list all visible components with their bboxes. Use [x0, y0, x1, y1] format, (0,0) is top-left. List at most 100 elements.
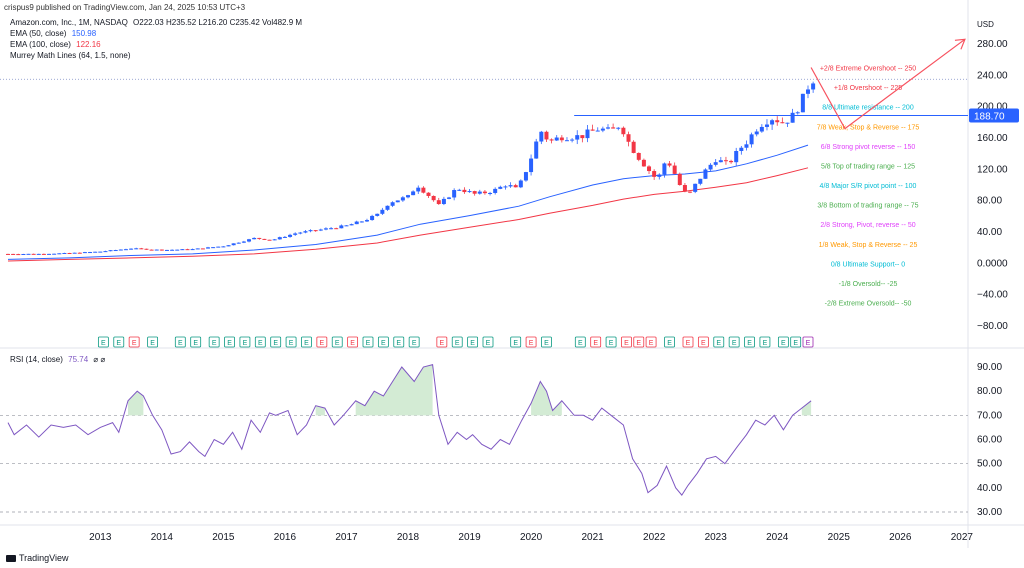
legend-rsi[interactable]: RSI (14, close) 75.74 ⌀ ⌀ [10, 355, 105, 364]
earnings-marker [331, 336, 343, 348]
earnings-marker [790, 336, 802, 348]
candle-body [790, 112, 795, 123]
price-tick-label: 240.00 [977, 70, 1008, 81]
candle-body [67, 252, 72, 254]
candle-body [800, 93, 805, 113]
earnings-marker-letter: E [320, 340, 325, 347]
candle-body [641, 159, 646, 167]
candle-body [713, 162, 718, 165]
earnings-marker [525, 336, 537, 348]
candle-body [672, 165, 677, 174]
candle-body [370, 215, 375, 221]
candle-body [154, 249, 159, 251]
earnings-marker [239, 336, 251, 348]
earnings-marker-letter: E [470, 340, 475, 347]
candle-body [385, 205, 390, 210]
candle-body [606, 127, 610, 129]
current-price-box [969, 108, 1019, 123]
murrey-line-label: 5/8 Top of trading range -- 125 [821, 163, 915, 170]
candle-body [467, 191, 472, 193]
legend-ema100[interactable]: EMA (100, close) 122.16 [10, 40, 101, 49]
candle-body [206, 247, 210, 249]
time-tick-label: 2019 [458, 532, 481, 543]
candle-body [93, 251, 98, 253]
earnings-marker [713, 336, 725, 348]
candle-body [559, 137, 564, 141]
earnings-marker-letter: E [396, 340, 401, 347]
murrey-line-label: +2/8 Extreme Overshoot -- 250 [820, 66, 916, 73]
candle-body [616, 127, 621, 129]
earnings-marker [467, 336, 479, 348]
earnings-marker [377, 336, 389, 348]
earnings-marker-letter: E [335, 340, 340, 347]
candle-body [482, 191, 487, 194]
candle-body [785, 122, 790, 124]
candle-body [693, 183, 698, 192]
time-tick-label: 2027 [951, 532, 974, 543]
candle-body [134, 248, 139, 250]
murrey-line-label: 0/8 Ultimate Support-- 0 [831, 261, 905, 268]
candle-body [703, 169, 708, 179]
candle-body [390, 202, 395, 206]
earnings-marker [574, 336, 586, 348]
rsi-line [7, 363, 812, 496]
earnings-marker [605, 336, 617, 348]
legend-ema50-label: EMA (50, close) [10, 29, 67, 38]
candle-body [534, 141, 539, 159]
candle-body [595, 130, 600, 132]
earnings-marker [190, 336, 202, 348]
rsi-tick-label: 50.00 [977, 459, 1002, 470]
earnings-marker-letter: E [273, 340, 278, 347]
candle-body [82, 252, 87, 254]
candle-body [431, 195, 436, 201]
legend-symbol-name: Amazon.com, Inc., 1M, NASDAQ [10, 18, 128, 27]
candle-body [257, 237, 262, 239]
time-tick-label: 2025 [828, 532, 851, 543]
candle-body [303, 231, 308, 233]
candle-body [282, 236, 287, 238]
candle-body [170, 249, 175, 251]
candle-body [339, 225, 344, 229]
earnings-marker [147, 336, 159, 348]
earnings-marker-letter: E [781, 340, 786, 347]
candle-body [493, 188, 498, 193]
earnings-marker-letter: E [686, 340, 691, 347]
tradingview-brand[interactable]: TradingView [6, 553, 69, 563]
earnings-marker [621, 336, 632, 348]
candle-body [375, 213, 380, 216]
candle-body [503, 186, 508, 188]
legend-ema100-label: EMA (100, close) [10, 40, 71, 49]
ema50-line [7, 144, 809, 260]
candle-body [190, 249, 195, 251]
murrey-line-label: 2/8 Strong, Pivot, reverse -- 50 [820, 222, 915, 229]
projection-arrow-line [810, 38, 966, 130]
candle-body [200, 248, 205, 250]
candle-body [195, 248, 200, 250]
candle-body [272, 239, 277, 241]
candle-body [754, 131, 759, 135]
candle-body [631, 141, 636, 153]
earnings-marker [728, 336, 740, 348]
candle-body [318, 229, 323, 231]
candle-body [554, 137, 559, 141]
candle-body [529, 158, 534, 173]
candle-body [513, 185, 518, 188]
earnings-marker [408, 336, 420, 348]
earnings-marker [128, 336, 140, 348]
earnings-marker-letter: E [412, 340, 417, 347]
time-tick-label: 2018 [397, 532, 420, 543]
candle-body [549, 139, 554, 141]
candle-body [795, 112, 800, 114]
price-tick-label: 160.00 [977, 133, 1008, 144]
candle-body [139, 248, 144, 250]
currency-label: USD [977, 20, 994, 29]
legend-ema50[interactable]: EMA (50, close) 150.98 [10, 29, 96, 38]
candle-body [811, 83, 816, 90]
legend-murrey[interactable]: Murrey Math Lines (64, 1.5, none) [10, 51, 131, 60]
candle-body [739, 147, 744, 151]
rsi-tick-label: 80.00 [977, 386, 1002, 397]
earnings-marker-letter: E [593, 340, 598, 347]
rsi-tick-label: 70.00 [977, 410, 1002, 421]
candle-body [21, 253, 26, 255]
